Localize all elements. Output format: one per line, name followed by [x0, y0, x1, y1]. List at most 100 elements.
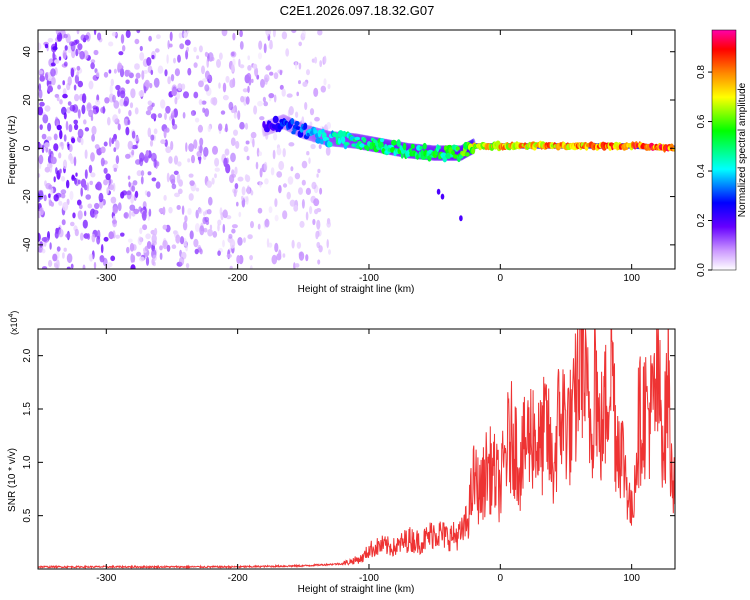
noise-cell — [92, 105, 98, 110]
signal-cell — [422, 142, 427, 150]
noise-cell — [262, 96, 266, 103]
noise-cell — [193, 46, 197, 53]
noise-cell — [264, 178, 269, 185]
noise-cell — [273, 72, 279, 80]
noise-cell — [247, 85, 250, 93]
noise-cell — [41, 144, 45, 154]
noise-cell — [62, 159, 68, 170]
noise-cell — [147, 127, 152, 138]
noise-cell — [93, 49, 99, 56]
noise-cell — [58, 56, 62, 61]
noise-cell — [223, 157, 228, 168]
noise-cell — [51, 76, 56, 86]
noise-cell — [39, 75, 45, 82]
noise-cell — [189, 230, 194, 240]
signal-cell — [315, 137, 322, 144]
noise-cell — [263, 101, 269, 107]
noise-cell — [184, 39, 191, 46]
noise-cell — [184, 215, 188, 223]
signal-cell — [342, 130, 347, 138]
noise-cell — [117, 62, 123, 70]
noise-cell — [294, 172, 301, 180]
noise-cell — [220, 110, 226, 115]
noise-cell — [317, 168, 321, 174]
noise-cell — [198, 155, 202, 165]
noise-cell — [223, 95, 229, 101]
noise-cell — [38, 70, 44, 75]
noise-cell — [55, 227, 59, 234]
noise-cell — [251, 78, 254, 83]
colorbar-label: Normalized spectral amplitude — [737, 82, 748, 217]
noise-cell — [120, 232, 125, 237]
noise-cell — [206, 180, 212, 188]
noise-cell — [229, 174, 235, 184]
noise-cell — [328, 249, 331, 255]
noise-cell — [53, 133, 58, 141]
colorbar-ticks: 0.0 0.2 0.4 0.6 0.8 — [696, 65, 712, 277]
noise-cell — [313, 198, 320, 207]
noise-cell — [173, 230, 178, 235]
x-tick-label: 0 — [498, 573, 504, 584]
noise-cell — [199, 137, 204, 147]
noise-cell — [106, 187, 109, 195]
noise-cell — [195, 187, 200, 192]
signal-cell — [464, 152, 470, 157]
noise-cell — [165, 146, 172, 154]
noise-cell — [146, 57, 152, 66]
signal-cell — [320, 138, 324, 145]
noise-cell — [257, 223, 261, 230]
noise-cell — [160, 139, 166, 145]
noise-cell — [269, 71, 274, 76]
noise-cell — [233, 188, 237, 198]
noise-cell — [93, 261, 97, 269]
noise-cell — [128, 181, 131, 188]
noise-cell — [179, 43, 185, 50]
noise-cell — [271, 254, 278, 265]
noise-cell — [212, 97, 218, 106]
noise-cell — [45, 73, 49, 81]
noise-cell — [231, 169, 235, 176]
noise-cell — [136, 251, 142, 257]
noise-cell — [286, 191, 291, 200]
noise-cell — [194, 117, 200, 123]
noise-cell — [65, 233, 71, 239]
noise-cell — [199, 225, 205, 236]
snr-series-line — [38, 329, 675, 569]
noise-cell — [291, 30, 297, 34]
noise-cell — [62, 252, 65, 259]
noise-cell — [48, 259, 53, 268]
noise-cell — [222, 239, 225, 248]
noise-cell — [171, 183, 177, 190]
noise-cell — [185, 263, 190, 269]
noise-cell — [58, 34, 62, 39]
noise-cell — [151, 233, 157, 244]
x-tick-label: -300 — [96, 273, 116, 284]
noise-cell — [218, 123, 223, 131]
noise-cell — [166, 172, 170, 183]
noise-cell — [44, 43, 49, 49]
noise-cell — [291, 239, 295, 249]
noise-cell — [237, 237, 243, 246]
noise-cell — [148, 208, 152, 217]
noise-cell — [112, 182, 116, 192]
noise-cell — [55, 167, 58, 175]
noise-cell — [62, 80, 65, 86]
noise-cell — [171, 118, 175, 126]
noise-cell — [207, 228, 214, 237]
noise-cell — [185, 142, 188, 153]
noise-cell — [117, 123, 121, 131]
noise-cell — [52, 54, 57, 60]
noise-cell — [151, 102, 155, 108]
noise-cell — [301, 199, 305, 209]
noise-cell — [236, 201, 239, 207]
noise-cell — [207, 125, 211, 133]
noise-cell — [228, 233, 233, 239]
noise-cell — [38, 154, 44, 165]
noise-cell — [120, 34, 125, 44]
noise-cell — [59, 129, 63, 140]
noise-cell — [222, 223, 226, 234]
noise-cell — [237, 176, 244, 182]
noise-cell — [50, 153, 54, 164]
y-tick-label: 40 — [22, 46, 33, 58]
noise-cell — [111, 32, 117, 37]
